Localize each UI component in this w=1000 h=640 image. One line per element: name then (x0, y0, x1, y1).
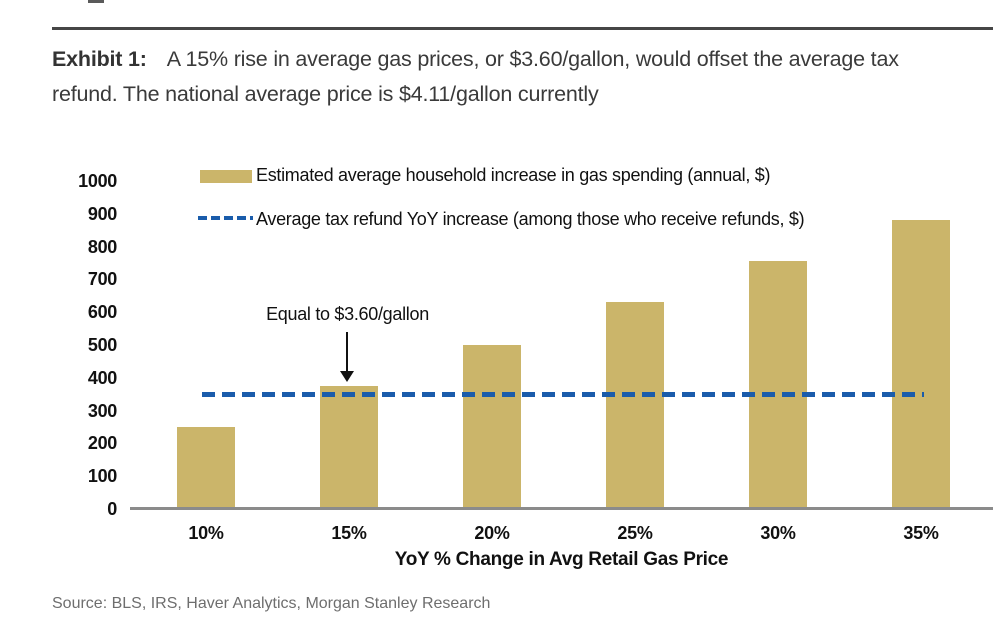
bar-20% (463, 345, 521, 509)
y-tick-700: 700 (87, 269, 117, 290)
y-tick-600: 600 (87, 302, 117, 323)
exhibit-title-text: A 15% rise in average gas prices, or $3.… (52, 47, 899, 106)
x-tick-20%: 20% (474, 523, 510, 543)
line-series-legend-label: Average tax refund YoY increase (among t… (256, 209, 805, 229)
y-tick-200: 200 (87, 433, 117, 454)
down-arrow-icon (346, 332, 348, 373)
y-tick-400: 400 (87, 367, 117, 388)
down-arrow-head-icon (340, 371, 354, 382)
x-axis-line (130, 507, 993, 510)
bar-series-legend-swatch (200, 170, 252, 183)
exhibit-title: Exhibit 1: A 15% rise in average gas pric… (52, 42, 966, 112)
x-tick-35%: 35% (903, 523, 939, 543)
x-axis-title: YoY % Change in Avg Retail Gas Price (394, 549, 729, 570)
header-divider (52, 27, 993, 30)
y-tick-500: 500 (87, 335, 117, 355)
y-tick-1000: 1000 (78, 171, 117, 191)
y-tick-100: 100 (87, 466, 117, 487)
tax-refund-dashed-line (202, 391, 924, 397)
line-series-legend-swatch (198, 216, 253, 220)
x-tick-15%: 15% (331, 523, 367, 543)
x-tick-25%: 25% (617, 523, 653, 543)
y-tick-0: 0 (107, 499, 117, 519)
y-tick-800: 800 (87, 236, 117, 257)
bar-35% (892, 220, 950, 509)
x-tick-30%: 30% (760, 523, 796, 543)
bar-10% (177, 427, 235, 509)
exhibit-label: Exhibit 1: (52, 47, 147, 71)
bar-25% (606, 302, 664, 509)
y-tick-300: 300 (87, 400, 117, 421)
cropped-text-fragment (88, 0, 104, 3)
annotation-text: Equal to $3.60/gallon (266, 304, 429, 324)
bar-30% (749, 261, 807, 509)
y-tick-900: 900 (87, 203, 117, 224)
source-note: Source: BLS, IRS, Haver Analytics, Morga… (52, 595, 491, 612)
bar-15% (320, 386, 378, 509)
x-tick-10%: 10% (188, 523, 224, 543)
bar-series-legend-label: Estimated average household increase in … (256, 165, 771, 185)
